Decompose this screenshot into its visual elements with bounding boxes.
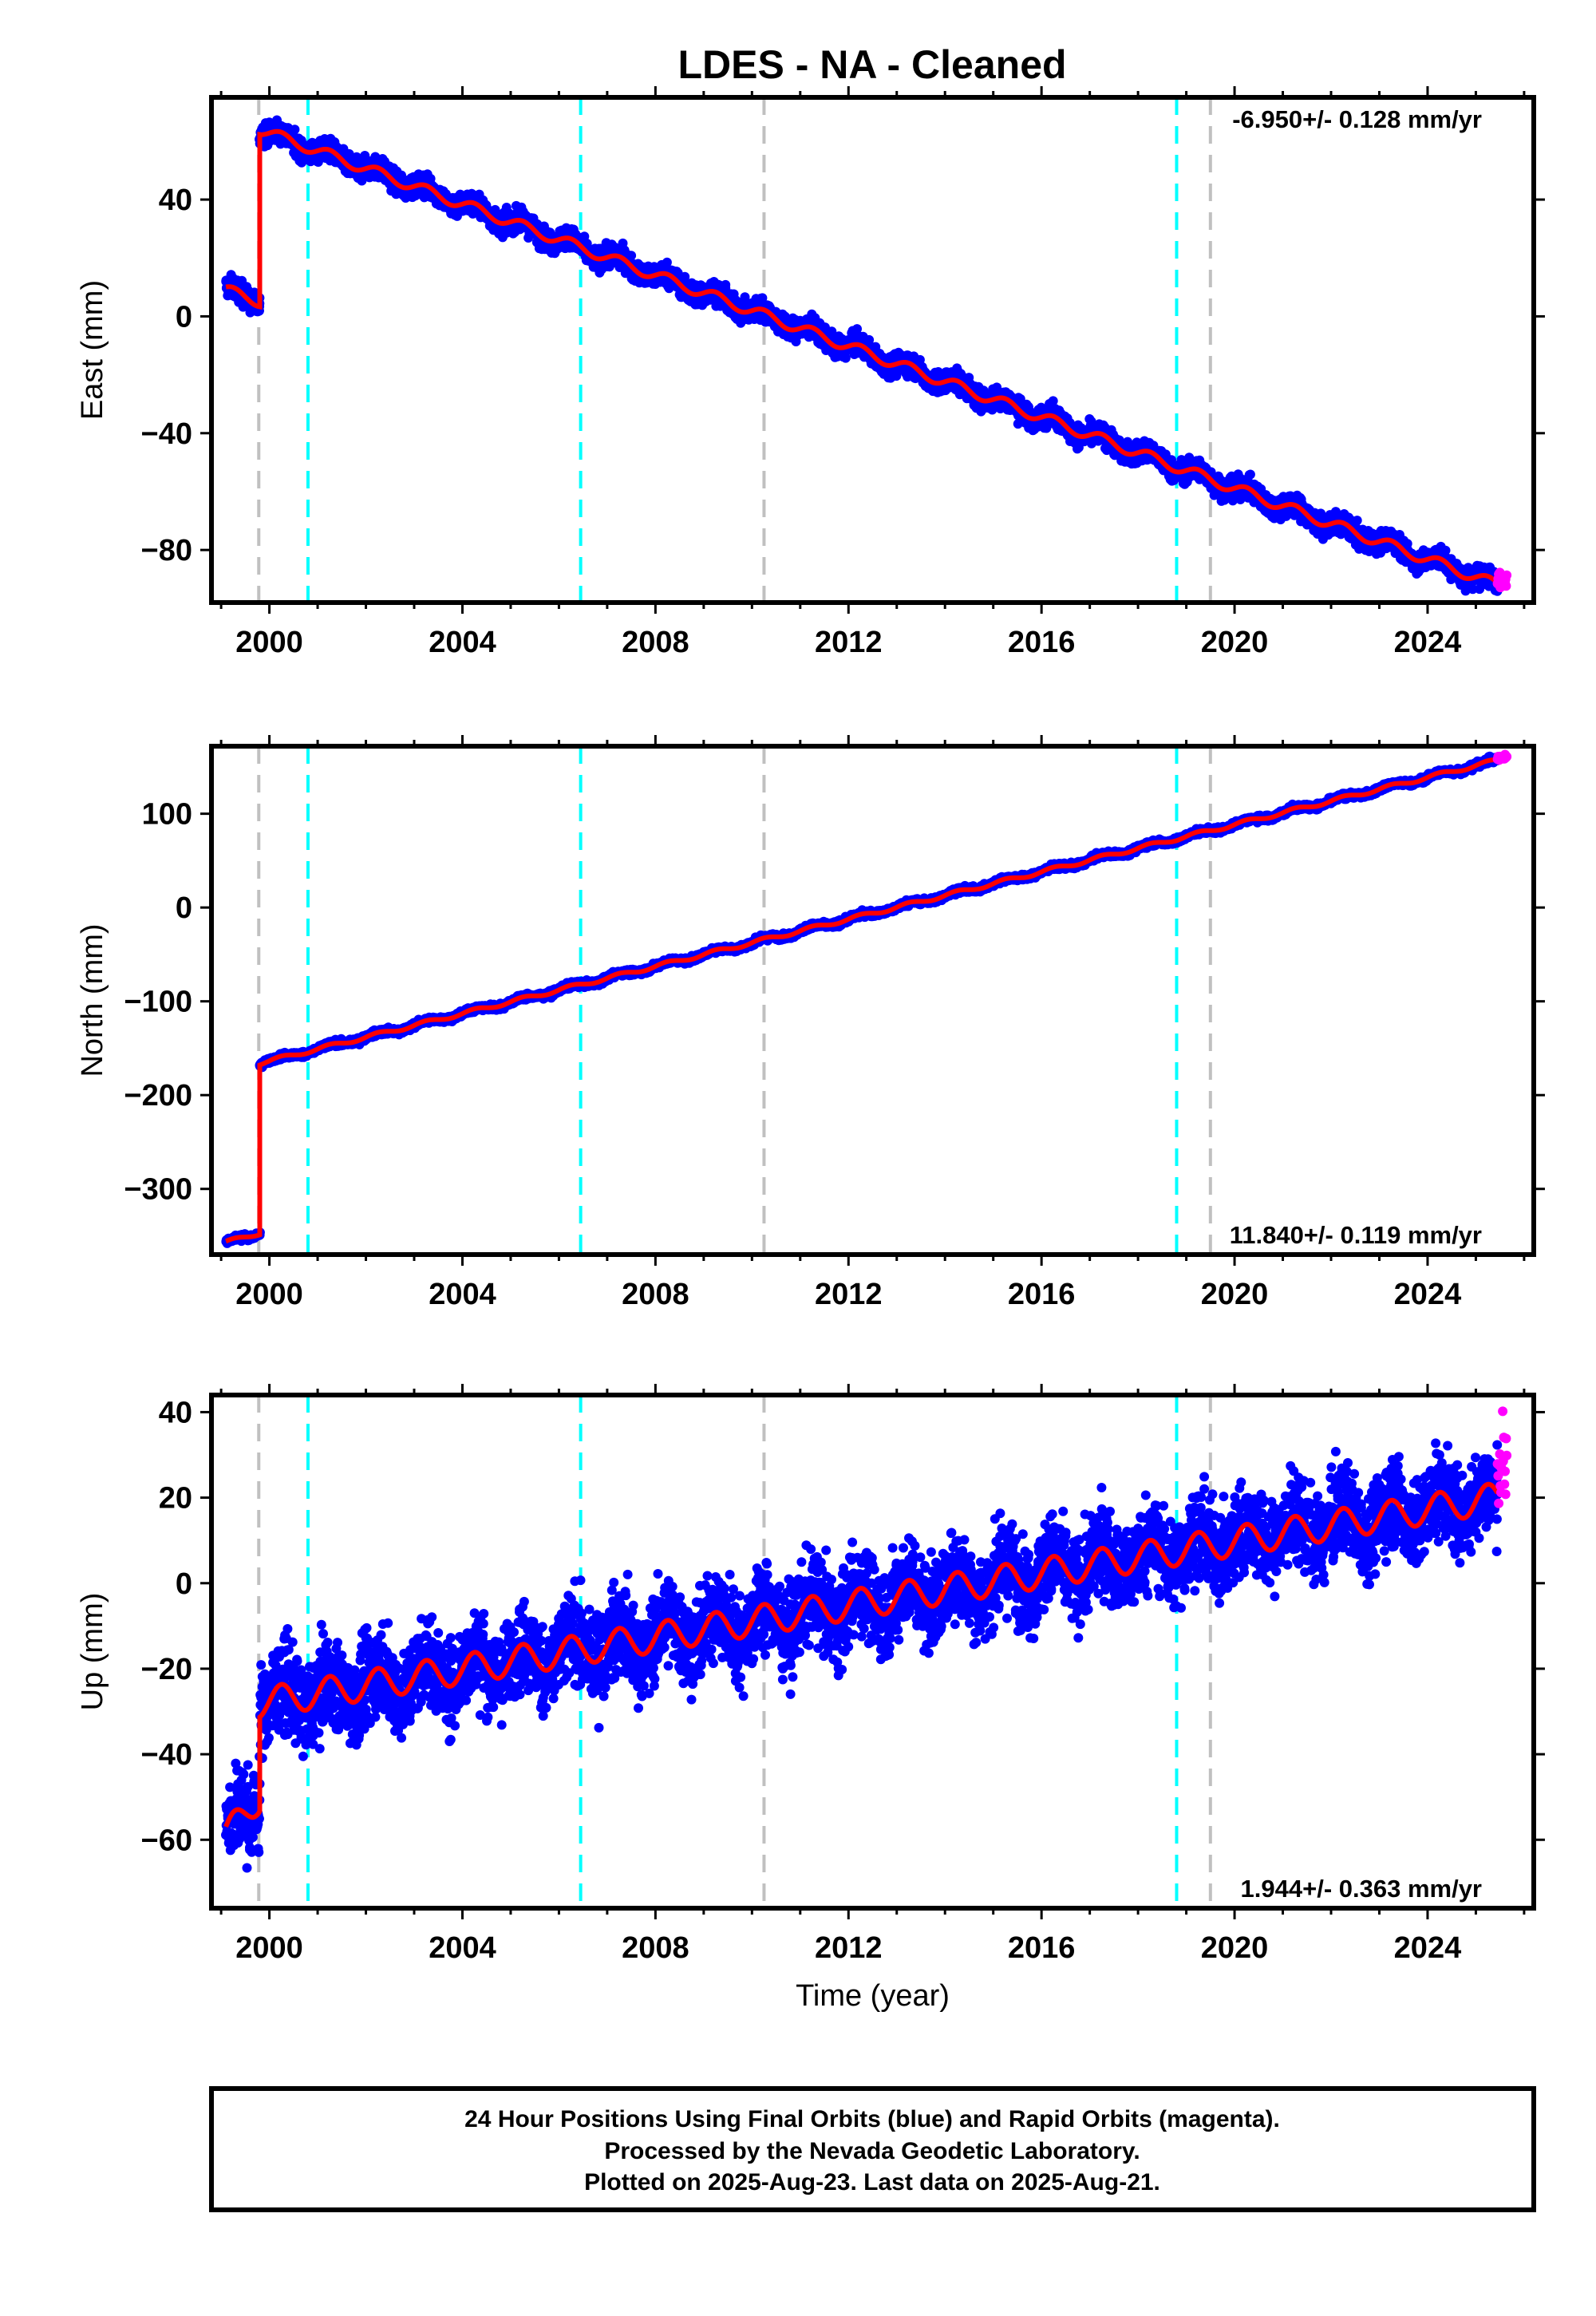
data-point [1245, 469, 1255, 480]
panels: 2000 2004 2008 2012 2016 2020 2024−80−40040Eas… [76, 86, 1545, 2013]
data-point [290, 124, 300, 135]
data-point [840, 353, 851, 363]
data-point [626, 251, 637, 261]
panel-east: 2000 2004 2008 2012 2016 2020 2024−80−40040Eas… [76, 86, 1545, 659]
plot-area [221, 97, 1512, 603]
data-point [1352, 516, 1362, 526]
figure-title: LDES - NA - Cleaned [678, 42, 1066, 87]
